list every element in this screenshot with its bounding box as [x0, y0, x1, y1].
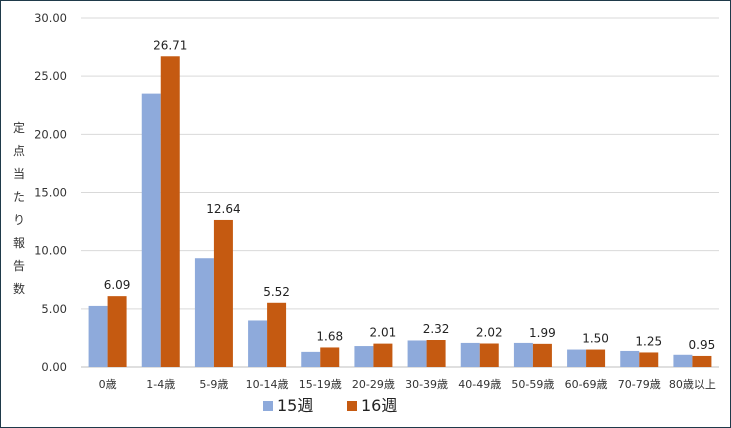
x-tick-label: 60-69歳 — [565, 378, 608, 391]
y-axis-label-char: 報 — [13, 236, 25, 250]
bar-series-2 — [373, 343, 393, 367]
data-label: 1.50 — [582, 332, 609, 346]
x-tick-label: 10-14歳 — [246, 378, 289, 391]
bar-series-2 — [426, 340, 446, 367]
bar-series-1 — [673, 354, 693, 367]
y-tick-label: 0.00 — [41, 360, 67, 374]
y-axis-label-char: り — [13, 213, 25, 227]
x-tick-label: 50-59歳 — [511, 378, 554, 391]
bar-series-1 — [513, 342, 533, 367]
data-label: 2.02 — [476, 326, 503, 340]
y-tick-label: 30.00 — [34, 11, 67, 25]
x-tick-label: 5-9歳 — [199, 378, 228, 391]
bar-series-1 — [88, 305, 108, 367]
bar-series-2 — [532, 343, 552, 367]
bar-series-2 — [479, 343, 499, 367]
data-label: 2.32 — [423, 322, 450, 336]
data-label: 26.71 — [153, 38, 187, 52]
y-axis-label-char: 点 — [13, 144, 25, 158]
x-tick-label: 1-4歳 — [146, 378, 175, 391]
y-tick-label: 15.00 — [34, 186, 67, 200]
x-tick-label: 40-49歳 — [458, 378, 501, 391]
x-tick-label: 15-19歳 — [299, 378, 342, 391]
y-axis-label-char: 数 — [13, 281, 25, 296]
y-axis-label-char: 当 — [13, 167, 25, 181]
data-label: 12.64 — [206, 202, 240, 216]
x-tick-label: 20-29歳 — [352, 378, 395, 391]
bar-series-2 — [267, 302, 287, 367]
y-tick-label: 10.00 — [34, 244, 67, 258]
data-label: 1.25 — [635, 334, 662, 348]
bar-series-2 — [586, 349, 606, 367]
bar-series-1 — [194, 258, 214, 367]
legend-label: 15週 — [277, 396, 313, 415]
data-label: 1.68 — [316, 329, 343, 343]
bar-series-2 — [639, 352, 659, 367]
bar-series-2 — [107, 296, 127, 367]
data-label: 0.95 — [689, 338, 716, 352]
bar-series-1 — [460, 342, 480, 367]
bar-series-1 — [301, 351, 321, 367]
x-tick-label: 70-79歳 — [618, 378, 661, 391]
bar-series-2 — [692, 355, 712, 367]
data-label: 6.09 — [104, 278, 131, 292]
legend-swatch — [347, 401, 357, 411]
y-tick-label: 25.00 — [34, 69, 67, 83]
y-axis-label-char: 告 — [13, 259, 25, 273]
y-axis-label-char: た — [13, 190, 25, 204]
data-label: 1.99 — [529, 326, 556, 340]
x-tick-label: 0歳 — [99, 378, 117, 391]
x-tick-label: 30-39歳 — [405, 378, 448, 391]
legend-swatch — [263, 401, 273, 411]
bar-series-2 — [160, 56, 180, 367]
bar-series-1 — [354, 346, 374, 367]
bar-series-2 — [320, 347, 340, 367]
y-axis-label-char: 定 — [13, 120, 25, 135]
y-tick-label: 5.00 — [41, 302, 67, 316]
bar-series-1 — [620, 350, 640, 367]
x-tick-label: 80歳以上 — [669, 378, 716, 391]
data-label: 5.52 — [263, 285, 290, 299]
data-label: 2.01 — [370, 326, 397, 340]
y-tick-label: 20.00 — [34, 127, 67, 141]
bar-series-2 — [213, 219, 233, 367]
bar-series-1 — [567, 349, 587, 367]
bar-series-1 — [141, 93, 161, 367]
bar-series-1 — [248, 320, 268, 367]
bar-series-1 — [407, 340, 427, 367]
legend-label: 16週 — [361, 396, 397, 415]
